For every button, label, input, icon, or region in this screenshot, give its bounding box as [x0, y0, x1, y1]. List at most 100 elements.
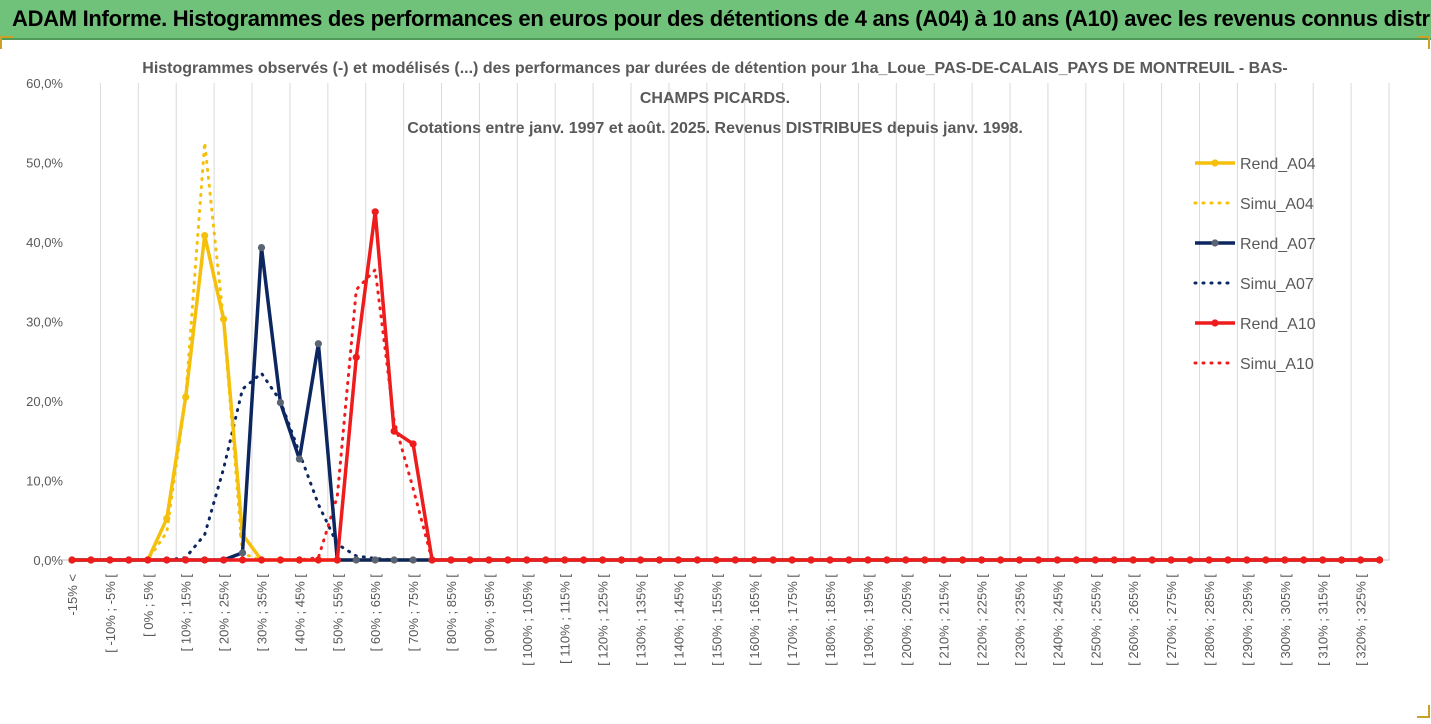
y-tick-label: 10,0% — [26, 474, 63, 489]
data-point-Rend_A10 — [750, 556, 758, 564]
x-tick-label: [ 250% ; 255% [ — [1088, 574, 1103, 666]
corner-mark-bottom-right — [1417, 705, 1430, 718]
data-point-Rend_A10 — [485, 556, 493, 564]
legend-swatch-marker — [1211, 159, 1219, 167]
data-point-Rend_A10 — [674, 556, 683, 564]
corner-mark-top-left — [0, 36, 13, 49]
x-tick-label: [ 160% ; 165% [ — [747, 574, 762, 666]
legend-label: Rend_A07 — [1240, 236, 1316, 253]
data-point-Rend_A10 — [182, 556, 190, 564]
x-tick-label: [ 40% ; 45% [ — [292, 574, 307, 652]
legend-entry: Simu_A10 — [1193, 356, 1314, 373]
data-point-Rend_A10 — [87, 556, 95, 564]
data-point-Rend_A10 — [1375, 556, 1384, 564]
data-point-Rend_A07 — [314, 340, 322, 348]
legend-entry: Rend_A07 — [1195, 236, 1316, 253]
data-point-Rend_A10 — [1110, 556, 1118, 564]
data-point-Rend_A10 — [1357, 556, 1365, 564]
chart-title-line: Histogrammes observés (-) et modélisés (… — [142, 60, 1287, 77]
data-point-Rend_A10 — [1072, 556, 1080, 564]
data-point-Rend_A07 — [257, 243, 266, 252]
data-point-Rend_A10 — [883, 556, 891, 564]
x-tick-label: [ 260% ; 265% [ — [1126, 574, 1141, 666]
data-point-Rend_A07 — [409, 556, 417, 564]
x-tick-label: [ 140% ; 145% [ — [671, 574, 686, 666]
x-tick-label: [ 270% ; 275% [ — [1164, 574, 1179, 666]
data-point-Rend_A10 — [1205, 556, 1213, 564]
report-header: ADAM Informe. Histogrammes des performan… — [0, 0, 1431, 40]
data-point-Rend_A10 — [1224, 556, 1232, 564]
data-point-Rend_A10 — [1300, 556, 1308, 564]
data-point-Rend_A10 — [163, 556, 171, 564]
x-tick-label: [ 20% ; 25% [ — [217, 574, 232, 652]
histogram-chart: 0,0% 10,0% 20,0% 30,0% 40,0% 50,0% 60,0% -15% … — [0, 40, 1431, 719]
data-point-Rend_A10 — [68, 556, 76, 564]
data-point-Rend_A07 — [295, 455, 303, 463]
legend-label: Rend_A10 — [1240, 316, 1316, 333]
x-tick-label: [ 90% ; 95% [ — [482, 574, 497, 652]
data-point-Rend_A10 — [1186, 556, 1194, 564]
data-point-Rend_A07 — [390, 556, 398, 564]
data-point-Rend_A10 — [1129, 556, 1137, 564]
data-point-Rend_A10 — [144, 556, 152, 564]
data-point-Rend_A10 — [466, 556, 474, 564]
data-point-Rend_A10 — [220, 556, 228, 564]
data-point-Rend_A04 — [220, 315, 228, 323]
x-tick-label: [ 60% ; 65% [ — [368, 574, 383, 652]
data-point-Rend_A10 — [125, 556, 133, 564]
legend-entry: Rend_A04 — [1195, 156, 1316, 173]
data-point-Rend_A10 — [1034, 556, 1043, 564]
chart-title-line: CHAMPS PICARDS. — [640, 90, 790, 107]
data-point-Rend_A10 — [1091, 556, 1099, 564]
legend-swatch-marker — [1211, 319, 1219, 327]
data-point-Rend_A10 — [826, 556, 834, 564]
data-point-Rend_A10 — [257, 556, 266, 564]
chart-area: 0,0% 10,0% 20,0% 30,0% 40,0% 50,0% 60,0% -15% … — [0, 40, 1431, 719]
x-tick-label: [ 180% ; 185% [ — [823, 574, 838, 666]
data-point-Rend_A10 — [1281, 556, 1289, 564]
data-point-Rend_A04 — [182, 393, 190, 401]
x-tick-label: [ 230% ; 235% [ — [1013, 574, 1028, 666]
x-tick-label: [ 290% ; 295% [ — [1240, 574, 1255, 666]
x-tick-label: [ 170% ; 175% [ — [785, 574, 800, 666]
data-point-Rend_A07 — [238, 549, 247, 557]
data-point-Rend_A10 — [238, 556, 247, 564]
legend-label: Simu_A04 — [1240, 196, 1314, 213]
x-tick-label: [ 310% ; 315% [ — [1316, 574, 1331, 666]
x-tick-label: [ 70% ; 75% [ — [406, 574, 421, 652]
x-tick-label: [ 120% ; 125% [ — [596, 574, 611, 666]
y-tick-label: 40,0% — [26, 235, 63, 250]
data-point-Rend_A10 — [693, 556, 701, 564]
data-point-Rend_A10 — [655, 556, 664, 564]
corner-mark-top-right — [1417, 36, 1430, 49]
data-point-Rend_A04 — [163, 515, 171, 523]
data-point-Rend_A10 — [845, 556, 853, 564]
data-point-Rend_A10 — [617, 556, 626, 564]
x-tick-label: [ 300% ; 305% [ — [1278, 574, 1293, 666]
data-point-Rend_A10 — [333, 556, 341, 564]
data-point-Rend_A10 — [447, 556, 455, 564]
legend-label: Simu_A07 — [1240, 276, 1314, 293]
data-point-Rend_A10 — [201, 556, 209, 564]
data-point-Rend_A10 — [1167, 556, 1175, 564]
data-point-Rend_A10 — [276, 556, 285, 564]
x-tick-label: [ 100% ; 105% [ — [520, 574, 535, 666]
data-point-Rend_A10 — [295, 556, 303, 564]
x-tick-label: [ 280% ; 285% [ — [1202, 574, 1217, 666]
legend-entry: Simu_A07 — [1193, 276, 1314, 293]
data-point-Rend_A10 — [959, 556, 967, 564]
y-tick-label: 30,0% — [26, 315, 63, 330]
x-tick-label: [ 80% ; 85% [ — [444, 574, 459, 652]
data-point-Rend_A10 — [1262, 556, 1270, 564]
legend-label: Rend_A04 — [1240, 156, 1316, 173]
data-point-Rend_A10 — [428, 556, 436, 564]
data-point-Rend_A10 — [978, 556, 986, 564]
data-point-Rend_A10 — [1319, 556, 1327, 564]
data-point-Rend_A10 — [921, 556, 929, 564]
data-point-Rend_A10 — [352, 353, 360, 361]
x-tick-label: [ 30% ; 35% [ — [255, 574, 270, 652]
x-tick-label: [ -10% ; -5% [ — [103, 574, 118, 653]
data-point-Rend_A10 — [1148, 556, 1156, 564]
data-point-Rend_A07 — [352, 556, 360, 564]
x-tick-label: [ 110% ; 115% [ — [558, 574, 573, 664]
